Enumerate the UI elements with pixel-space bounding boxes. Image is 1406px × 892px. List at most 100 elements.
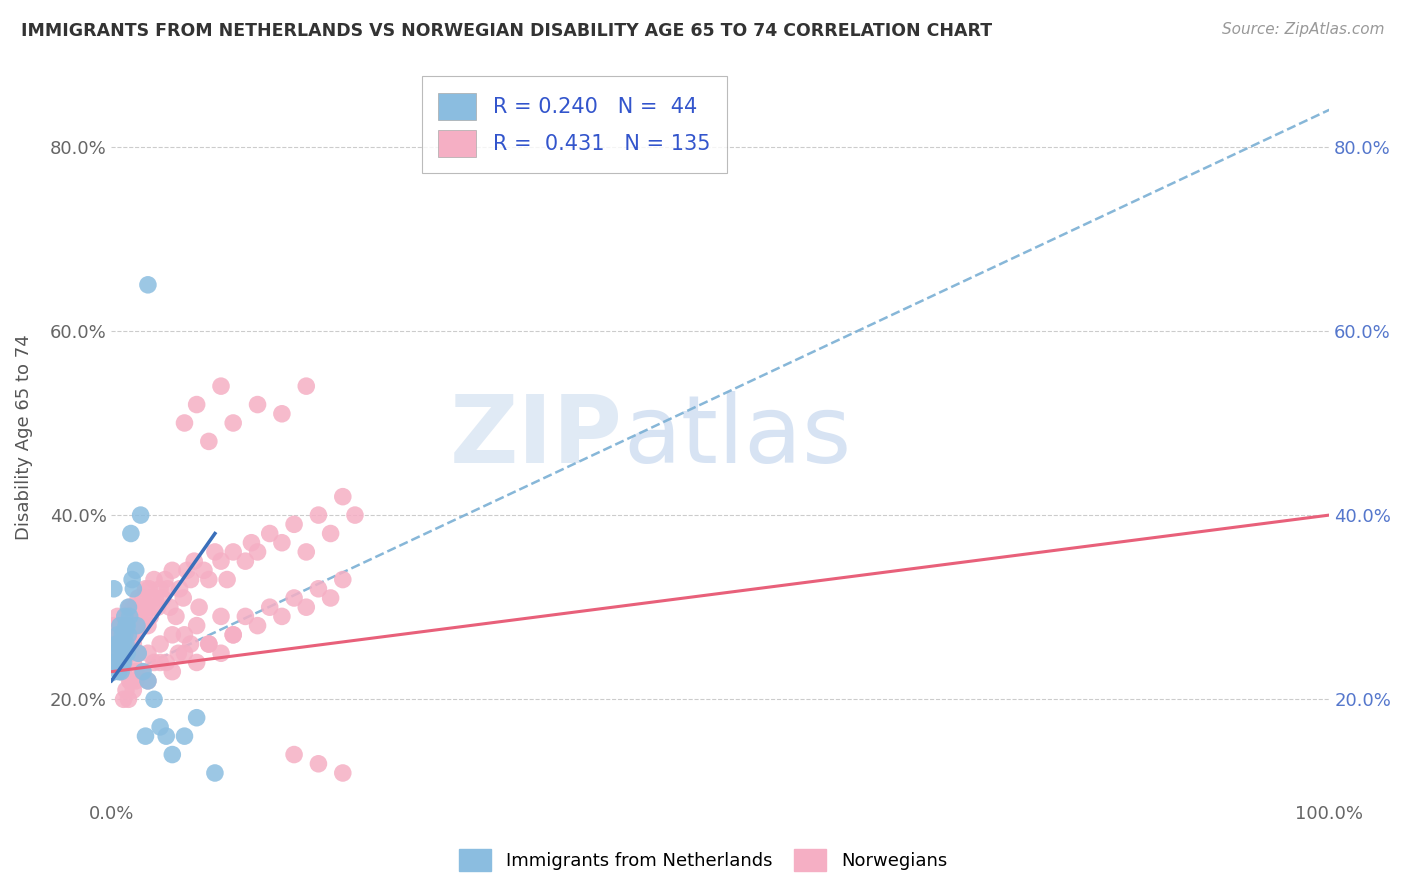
Legend: Immigrants from Netherlands, Norwegians: Immigrants from Netherlands, Norwegians: [451, 842, 955, 879]
Point: [112, 637, 135, 651]
Point: [112, 628, 135, 642]
Point: [120, 628, 142, 642]
Point: [110, 637, 132, 651]
Point: [127, 591, 149, 605]
Point: [117, 692, 139, 706]
Point: [124, 618, 146, 632]
Point: [114, 628, 136, 642]
Point: [108, 646, 131, 660]
Point: [125, 673, 148, 688]
Point: [343, 508, 366, 522]
Point: [183, 554, 205, 568]
Text: atlas: atlas: [623, 391, 851, 483]
Point: [141, 591, 163, 605]
Point: [127, 646, 149, 660]
Point: [125, 618, 148, 632]
Point: [127, 646, 149, 660]
Point: [295, 545, 318, 559]
Point: [105, 637, 128, 651]
Point: [129, 508, 152, 522]
Point: [117, 609, 139, 624]
Point: [149, 637, 172, 651]
Point: [319, 591, 342, 605]
Point: [169, 582, 191, 596]
Point: [246, 398, 269, 412]
Point: [142, 600, 165, 615]
Point: [107, 665, 129, 679]
Point: [101, 637, 124, 651]
Point: [103, 582, 125, 596]
Point: [271, 535, 294, 549]
Point: [332, 490, 354, 504]
Point: [198, 637, 221, 651]
Point: [120, 526, 142, 541]
Point: [115, 618, 138, 632]
Point: [136, 646, 159, 660]
Point: [105, 618, 128, 632]
Point: [319, 526, 342, 541]
Point: [111, 618, 134, 632]
Point: [271, 407, 294, 421]
Point: [122, 683, 145, 698]
Legend: R = 0.240   N =  44, R =  0.431   N = 135: R = 0.240 N = 44, R = 0.431 N = 135: [422, 76, 727, 173]
Point: [112, 692, 135, 706]
Point: [259, 526, 281, 541]
Point: [204, 545, 226, 559]
Point: [193, 563, 215, 577]
Point: [209, 379, 232, 393]
Point: [107, 656, 129, 670]
Point: [135, 600, 157, 615]
Point: [117, 628, 139, 642]
Point: [115, 637, 138, 651]
Point: [121, 573, 143, 587]
Point: [173, 416, 195, 430]
Point: [162, 665, 184, 679]
Point: [283, 517, 305, 532]
Point: [115, 646, 138, 660]
Point: [136, 277, 159, 292]
Point: [121, 628, 143, 642]
Point: [186, 711, 208, 725]
Point: [188, 600, 211, 615]
Point: [108, 618, 131, 632]
Point: [111, 646, 134, 660]
Point: [222, 628, 245, 642]
Point: [198, 573, 221, 587]
Point: [271, 609, 294, 624]
Point: [125, 618, 148, 632]
Point: [110, 665, 132, 679]
Point: [295, 379, 318, 393]
Point: [180, 573, 202, 587]
Point: [104, 656, 127, 670]
Point: [173, 646, 195, 660]
Point: [117, 600, 139, 615]
Point: [235, 554, 257, 568]
Point: [111, 656, 134, 670]
Point: [138, 582, 160, 596]
Point: [118, 673, 141, 688]
Point: [134, 729, 156, 743]
Point: [180, 637, 202, 651]
Point: [173, 729, 195, 743]
Point: [162, 563, 184, 577]
Point: [107, 656, 129, 670]
Point: [167, 646, 190, 660]
Point: [128, 609, 150, 624]
Point: [132, 665, 155, 679]
Point: [136, 673, 159, 688]
Point: [246, 618, 269, 632]
Point: [125, 628, 148, 642]
Point: [107, 628, 129, 642]
Point: [101, 656, 124, 670]
Point: [108, 618, 131, 632]
Point: [125, 600, 148, 615]
Point: [209, 609, 232, 624]
Point: [125, 665, 148, 679]
Point: [165, 609, 187, 624]
Point: [149, 720, 172, 734]
Point: [117, 628, 139, 642]
Point: [131, 618, 153, 632]
Point: [136, 618, 159, 632]
Point: [105, 646, 128, 660]
Point: [283, 747, 305, 762]
